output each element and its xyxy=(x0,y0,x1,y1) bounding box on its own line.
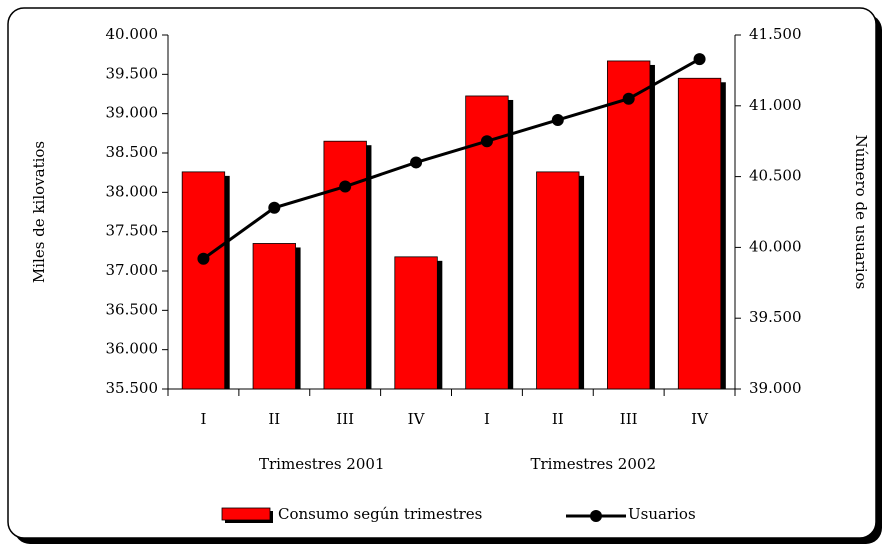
point xyxy=(551,113,564,126)
bar xyxy=(394,256,438,390)
y-tick-label: 38.000 xyxy=(106,182,159,200)
point xyxy=(693,53,706,66)
y2-tick-label: 39.500 xyxy=(749,308,802,326)
y-tick-label: 37.500 xyxy=(106,222,159,240)
group-label: Trimestres 2002 xyxy=(531,455,657,473)
x-tick-label: III xyxy=(620,410,638,428)
bar xyxy=(252,243,296,390)
y2-axis-label: Número de usuarios xyxy=(852,135,870,290)
x-tick-label: I xyxy=(200,410,206,428)
x-tick-label: III xyxy=(336,410,354,428)
point xyxy=(410,156,423,169)
line xyxy=(202,57,701,260)
y2-tick-label: 39.000 xyxy=(749,379,802,397)
y-tick-label: 36.000 xyxy=(106,340,159,358)
legend-swatch xyxy=(221,507,271,521)
y-tick-label: 37.000 xyxy=(106,261,159,279)
y-tick-label: 40.000 xyxy=(106,25,159,43)
y-tick-label: 39.500 xyxy=(106,64,159,82)
y-tick-label: 38.500 xyxy=(106,143,159,161)
point xyxy=(622,92,635,105)
legend-point xyxy=(590,510,602,522)
y-tick-label: 35.500 xyxy=(106,379,159,397)
x-tick-label: IV xyxy=(408,410,426,428)
legend-label: Consumo según trimestres xyxy=(278,505,482,523)
point xyxy=(480,135,493,148)
y-axis-label: Miles de kilovatios xyxy=(30,141,48,283)
x-tick-label: II xyxy=(552,410,564,428)
x-tick-label: I xyxy=(484,410,490,428)
x-tick-label: II xyxy=(268,410,280,428)
x-tick-label: IV xyxy=(691,410,709,428)
bar xyxy=(181,171,226,390)
group-label: Trimestres 2001 xyxy=(259,455,385,473)
point xyxy=(197,252,210,265)
point xyxy=(268,201,281,214)
bar xyxy=(607,60,651,390)
y-tick-label: 39.000 xyxy=(106,104,159,122)
bar xyxy=(677,77,722,390)
legend-label: Usuarios xyxy=(628,505,696,523)
bar xyxy=(323,140,367,390)
y2-tick-label: 40.500 xyxy=(749,167,802,185)
point xyxy=(339,180,352,193)
y2-tick-label: 41.500 xyxy=(749,25,802,43)
bar xyxy=(536,171,580,390)
y2-tick-label: 41.000 xyxy=(749,96,802,114)
y2-tick-label: 40.000 xyxy=(749,237,802,255)
y-tick-label: 36.500 xyxy=(106,300,159,318)
